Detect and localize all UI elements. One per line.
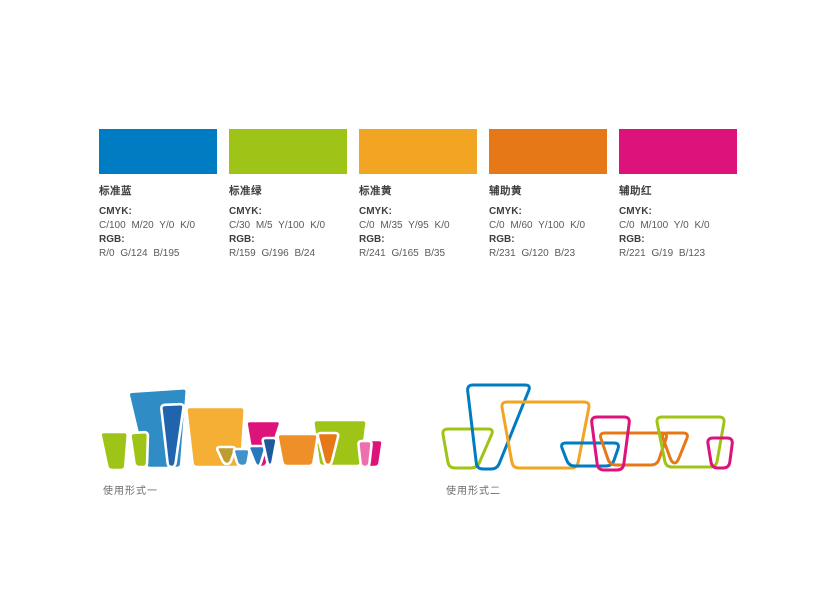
medblue-wedge (247, 444, 267, 468)
color-column-aux-yellow: 辅助黄 CMYK: C/0 M/60 Y/100 K/0 RGB: R/231 … (489, 129, 607, 261)
rgb-value: R/0 G/124 B/195 (99, 248, 180, 259)
color-swatch (489, 129, 607, 174)
green-outline-left (441, 427, 494, 470)
navy-wedge-small (261, 436, 278, 467)
usage-form-2-label: 使用形式二 (446, 486, 501, 497)
color-swatch (359, 129, 477, 174)
rgb-label: RGB: (229, 234, 255, 245)
rgb-value: R/221 G/19 B/123 (619, 248, 706, 259)
rgb-value: R/241 G/165 B/35 (359, 248, 446, 259)
cmyk-label: CMYK: (99, 206, 132, 217)
rgb-label: RGB: (489, 234, 515, 245)
color-name: 标准绿 (229, 185, 262, 197)
rgb-value: R/231 G/120 B/23 (489, 248, 576, 259)
color-name: 标准黄 (359, 185, 392, 197)
olive-wedge (215, 445, 237, 466)
cmyk-label: CMYK: (619, 206, 652, 217)
navy-wedge-tall (160, 402, 185, 469)
color-spec: CMYK: C/0 M/60 Y/100 K/0 RGB: R/231 G/12… (489, 205, 607, 261)
color-spec: CMYK: C/30 M/5 Y/100 K/0 RGB: R/159 G/19… (229, 205, 347, 261)
color-spec: CMYK: C/0 M/35 Y/95 K/0 RGB: R/241 G/165… (359, 205, 477, 261)
cmyk-value: C/100 M/20 Y/0 K/0 (99, 220, 196, 231)
pink-right-overlay (357, 439, 373, 469)
green-left-small (129, 430, 150, 469)
color-spec: CMYK: C/100 M/20 Y/0 K/0 RGB: R/0 G/124 … (99, 205, 217, 261)
lightblue-small (232, 447, 251, 468)
color-name: 辅助黄 (489, 185, 522, 197)
usage-form-1-filled-cluster (98, 384, 390, 472)
color-column-aux-red: 辅助红 CMYK: C/0 M/100 Y/0 K/0 RGB: R/221 G… (619, 129, 737, 261)
yellow-outline-large (500, 400, 591, 470)
color-column-standard-blue: 标准蓝 CMYK: C/100 M/20 Y/0 K/0 RGB: R/0 G/… (99, 129, 217, 261)
cmyk-label: CMYK: (489, 206, 522, 217)
rgb-label: RGB: (99, 234, 125, 245)
rgb-value: R/159 G/196 B/24 (229, 248, 316, 259)
filled-shapes-graphic (99, 386, 384, 472)
orange-outline-wide (599, 431, 668, 467)
color-spec: CMYK: C/0 M/100 Y/0 K/0 RGB: R/221 G/19 … (619, 205, 737, 261)
cmyk-value: C/0 M/60 Y/100 K/0 (489, 220, 586, 231)
cmyk-value: C/0 M/100 Y/0 K/0 (619, 220, 710, 231)
magenta-outline-tall (590, 415, 631, 472)
color-column-standard-yellow: 标准黄 CMYK: C/0 M/35 Y/95 K/0 RGB: R/241 G… (359, 129, 477, 261)
color-swatch (619, 129, 737, 174)
green-left (99, 430, 130, 472)
usage-form-2-outline-cluster (438, 383, 738, 473)
color-column-standard-green: 标准绿 CMYK: C/30 M/5 Y/100 K/0 RGB: R/159 … (229, 129, 347, 261)
rgb-label: RGB: (359, 234, 385, 245)
color-swatch (99, 129, 217, 174)
cmyk-value: C/0 M/35 Y/95 K/0 (359, 220, 450, 231)
cmyk-value: C/30 M/5 Y/100 K/0 (229, 220, 326, 231)
magenta-outline-small (706, 436, 734, 470)
rgb-label: RGB: (619, 234, 645, 245)
cmyk-label: CMYK: (229, 206, 262, 217)
orange-outline-wedge (661, 431, 689, 465)
orange-mid (276, 432, 319, 468)
blue-outline-tall (466, 383, 531, 471)
blue-outline-small (560, 441, 620, 468)
color-swatch (229, 129, 347, 174)
darkorange-wedge (316, 431, 340, 467)
color-name: 辅助红 (619, 185, 652, 197)
color-name: 标准蓝 (99, 185, 132, 197)
green-outline-right (655, 415, 726, 469)
cmyk-label: CMYK: (359, 206, 392, 217)
usage-form-1-label: 使用形式一 (103, 486, 158, 497)
outline-shapes-graphic (441, 383, 734, 472)
